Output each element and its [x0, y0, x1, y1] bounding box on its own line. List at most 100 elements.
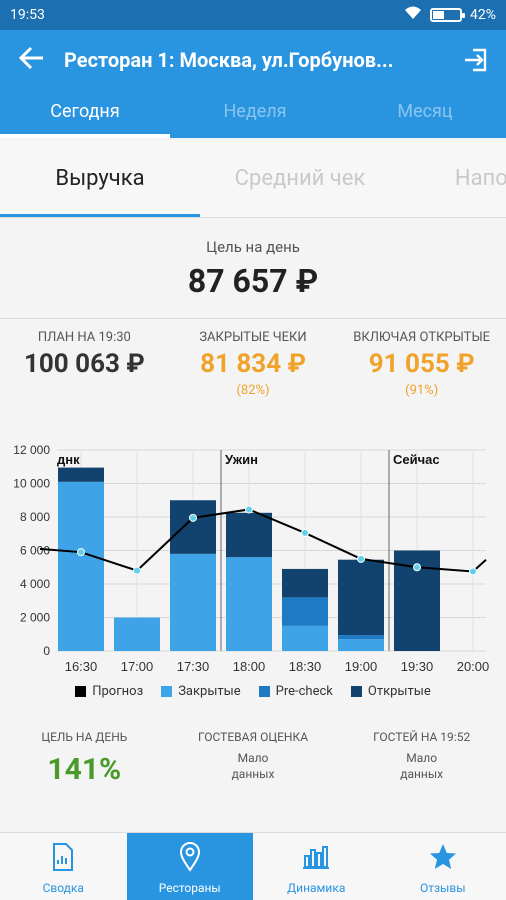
- nav-dynamics-label: Динамика: [287, 881, 346, 895]
- tab-month[interactable]: Месяц: [397, 101, 453, 122]
- nav-restaurants[interactable]: Рестораны: [126, 833, 254, 900]
- stat-open-label: ВКЛЮЧАЯ ОТКРЫТЫЕ: [353, 330, 491, 345]
- legend-swatch: [161, 686, 173, 697]
- forecast-point: [301, 528, 309, 537]
- legend-swatch: [75, 686, 87, 697]
- chart-legend: Прогноз Закрытые Pre-check Открытые: [0, 684, 506, 699]
- legend-label: Закрытые: [178, 684, 241, 699]
- x-tick-label: 18:30: [289, 659, 322, 674]
- period-tabs: Сегодня Неделя Месяц: [0, 90, 506, 138]
- app-bar: Ресторан 1: Москва, ул.Горбунов...: [0, 30, 506, 90]
- exit-icon[interactable]: [446, 47, 506, 73]
- y-tick-label: 12 000: [13, 443, 50, 457]
- legend-item: Открытые: [350, 684, 431, 699]
- x-tick-label: 17:30: [177, 659, 210, 674]
- stat-closed-percent: (82%): [236, 383, 270, 398]
- tab-revenue[interactable]: Выручка: [0, 140, 200, 217]
- x-tick-label: 19:30: [401, 659, 434, 674]
- kpi-guests-label: ГОСТЕЙ НА 19:52: [373, 730, 471, 744]
- stat-closed: ЗАКРЫТЫЕ ЧЕКИ 81 834 ₽ (82%): [169, 330, 338, 398]
- app-bar-title: Ресторан 1: Москва, ул.Горбунов...: [64, 48, 394, 72]
- kpi-rating-line2: данных: [231, 767, 275, 781]
- document-icon: [0, 841, 127, 873]
- nav-restaurants-label: Рестораны: [158, 881, 221, 895]
- x-tick-label: 20:00: [457, 659, 490, 674]
- status-time: 19:53: [10, 7, 45, 23]
- bar-segment: [170, 553, 216, 651]
- kpi-goal: ЦЕЛЬ НА ДЕНЬ 141%: [0, 730, 169, 787]
- bar-segment: [338, 559, 384, 636]
- metric-tabs: Выручка Средний чек Наполня: [0, 140, 506, 218]
- nav-reviews-label: Отзывы: [419, 881, 466, 895]
- legend-item: Pre-check: [258, 684, 333, 699]
- stat-open-value: 91 055 ₽: [368, 349, 475, 379]
- y-tick-label: 8 000: [20, 510, 50, 524]
- star-icon: [380, 841, 506, 873]
- stat-closed-label: ЗАКРЫТЫЕ ЧЕКИ: [199, 330, 307, 345]
- stat-plan: ПЛАН НА 19:30 100 063 ₽: [0, 330, 169, 398]
- kpi-row: ЦЕЛЬ НА ДЕНЬ 141% ГОСТЕВАЯ ОЦЕНКА Мало д…: [0, 730, 506, 787]
- nav-dynamics[interactable]: Динамика: [253, 833, 380, 900]
- stat-closed-value: 81 834 ₽: [200, 349, 306, 379]
- x-tick-label: 18:00: [233, 659, 266, 674]
- tab-occupancy[interactable]: Наполня: [454, 166, 506, 191]
- bar-segment: [170, 500, 216, 554]
- forecast-point: [469, 567, 477, 576]
- annotation-label: Ужин: [225, 452, 258, 467]
- legend-item: Прогноз: [75, 684, 143, 699]
- bar-segment: [338, 635, 384, 640]
- legend-swatch: [258, 686, 270, 697]
- legend-item: Закрытые: [161, 684, 241, 699]
- legend-label: Открытые: [367, 684, 431, 699]
- revenue-chart: 0 2 000 4 000 6 000 8 000 10 000 12 000 16:30 17…: [13, 443, 490, 674]
- tab-week[interactable]: Неделя: [223, 101, 287, 122]
- back-arrow-icon[interactable]: [0, 44, 64, 77]
- daily-goal: Цель на день 87 657 ₽: [0, 220, 506, 315]
- stat-plan-value: 100 063 ₽: [23, 349, 145, 379]
- kpi-guest-rating: ГОСТЕВАЯ ОЦЕНКА Мало данных: [169, 730, 338, 787]
- bar-segment: [58, 467, 104, 482]
- forecast-point: [133, 566, 141, 575]
- x-tick-label: 16:30: [65, 659, 98, 674]
- tab-average-check[interactable]: Средний чек: [234, 166, 366, 191]
- bar-segment: [226, 557, 272, 651]
- daily-goal-value: 87 657 ₽: [187, 262, 319, 300]
- nav-summary[interactable]: Сводка: [0, 833, 127, 900]
- bar-segment: [282, 568, 328, 598]
- bar-segment: [226, 512, 272, 558]
- kpi-guests-line1: Мало: [406, 751, 438, 765]
- nav-reviews[interactable]: Отзывы: [380, 833, 506, 900]
- kpi-goal-value: 141%: [47, 752, 122, 787]
- bar-segment: [282, 597, 328, 626]
- forecast-point: [413, 563, 421, 572]
- stat-open-percent: (91%): [405, 383, 439, 398]
- wifi-icon: [404, 6, 422, 24]
- x-tick-label: 17:00: [121, 659, 154, 674]
- forecast-point: [189, 513, 197, 522]
- tab-today[interactable]: Сегодня: [0, 90, 170, 138]
- forecast-line: [39, 508, 487, 573]
- stat-including-open: ВКЛЮЧАЯ ОТКРЫТЫЕ 91 055 ₽ (91%): [337, 330, 506, 398]
- bar-segment: [114, 617, 160, 651]
- battery-icon: [430, 8, 465, 22]
- forecast-point: [357, 554, 365, 563]
- legend-label: Pre-check: [275, 684, 333, 699]
- battery-percent: 42%: [470, 7, 496, 23]
- revenue-stats: ПЛАН НА 19:30 100 063 ₽ ЗАКРЫТЫЕ ЧЕКИ 81…: [0, 330, 506, 398]
- location-pin-icon: [127, 841, 254, 873]
- status-bar: 19:53 42%: [0, 0, 506, 30]
- bar-chart-icon: [253, 841, 380, 873]
- bar-segment: [338, 639, 384, 651]
- bar-segment: [282, 625, 328, 651]
- x-tick-label: 19:00: [345, 659, 378, 674]
- legend-label: Прогноз: [92, 684, 144, 699]
- y-tick-label: 10 000: [13, 477, 50, 491]
- kpi-rating-label: ГОСТЕВАЯ ОЦЕНКА: [197, 730, 309, 744]
- forecast-point: [77, 548, 85, 557]
- kpi-guests: ГОСТЕЙ НА 19:52 Мало данных: [337, 730, 506, 787]
- annotation-label: Сейчас: [393, 452, 440, 467]
- annotation-label: днк: [57, 452, 80, 467]
- kpi-rating-line1: Мало: [237, 751, 269, 765]
- legend-swatch: [350, 686, 362, 697]
- y-tick-label: 2 000: [20, 611, 50, 625]
